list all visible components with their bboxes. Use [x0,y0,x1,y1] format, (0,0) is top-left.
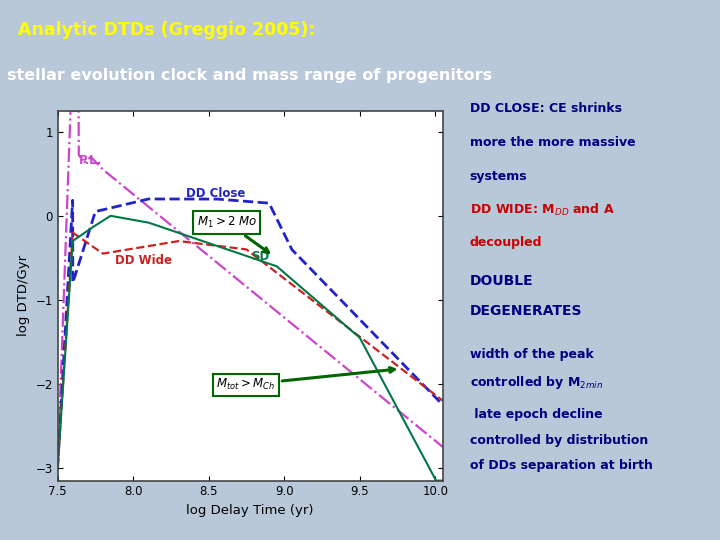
Text: DD WIDE: M$_{DD}$ and A: DD WIDE: M$_{DD}$ and A [469,202,614,218]
Text: more the more massive: more the more massive [469,136,635,148]
Text: systems: systems [469,170,527,183]
Text: decoupled: decoupled [469,235,542,249]
Text: width of the peak: width of the peak [469,348,593,361]
Text: $M_1 > 2\ Mo$: $M_1 > 2\ Mo$ [197,215,269,253]
Text: DD Wide: DD Wide [115,254,172,267]
X-axis label: log Delay Time (yr): log Delay Time (yr) [186,504,314,517]
Text: stellar evolution clock and mass range of progenitors: stellar evolution clock and mass range o… [7,68,492,83]
Text: DEGENERATES: DEGENERATES [469,303,582,318]
Text: Analytic DTDs (Greggio 2005):: Analytic DTDs (Greggio 2005): [18,21,315,39]
Text: DD CLOSE: CE shrinks: DD CLOSE: CE shrinks [469,102,621,115]
Text: controlled by M$_{2min}$: controlled by M$_{2min}$ [469,374,603,391]
Text: $M_{tot}> M_{Ch}$: $M_{tot}> M_{Ch}$ [216,368,395,392]
Text: DOUBLE: DOUBLE [469,274,534,288]
Y-axis label: log DTD/Gyr: log DTD/Gyr [17,255,30,336]
Text: SD: SD [251,249,269,262]
Text: DD Close: DD Close [186,187,246,200]
Text: of DDs separation at birth: of DDs separation at birth [469,459,652,472]
Text: late epoch decline: late epoch decline [469,408,602,421]
Text: P.L.: P.L. [78,154,102,167]
Text: controlled by distribution: controlled by distribution [469,434,648,447]
